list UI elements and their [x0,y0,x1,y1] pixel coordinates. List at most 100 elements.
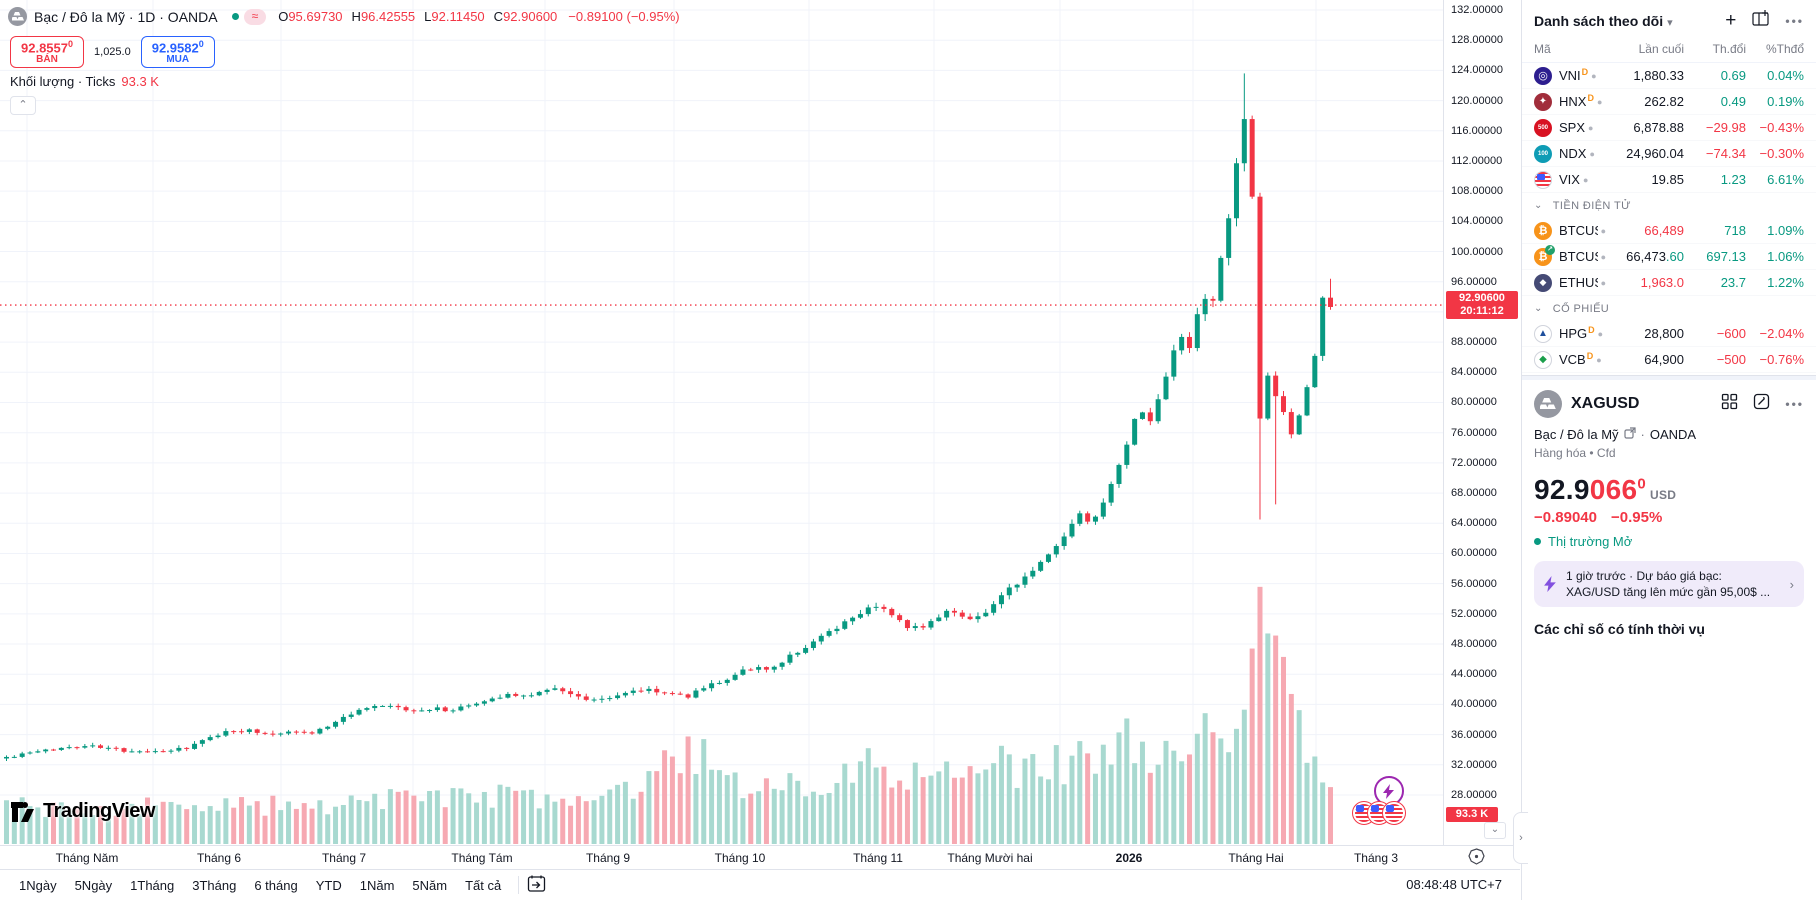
symbol-avatar-icon [1534,390,1562,418]
watchlist-row-ndx[interactable]: 100 NDX ● 24,960.04 −74.34 −0.30% [1522,141,1816,167]
month-label: Tháng 9 [585,851,631,865]
detail-price: 92.90660USD [1534,474,1677,505]
candlestick-plot[interactable] [0,0,1443,845]
watchlist-rows: ◎ VNI D ● 1,880.33 0.69 0.04% ✦ HNX D ● 262.82 0.49 0… [1522,63,1816,373]
watchlist-row-vni[interactable]: ◎ VNI D ● 1,880.33 0.69 0.04% [1522,63,1816,89]
buy-button[interactable]: 92.95820 MUA [140,36,215,69]
price-tick: 128.00000 [1451,34,1503,47]
market-open-dot-icon [231,13,239,20]
price-tick: 56.00000 [1451,577,1497,590]
watchlist-section-tiền-điện-tử[interactable]: ⌄ TIỀN ĐIỆN TỬ [1534,199,1631,212]
range-button-6tháng[interactable]: 6 tháng [254,877,298,893]
range-button-1ngày[interactable]: 1Ngày [19,877,57,893]
price-tick: 32.00000 [1451,758,1497,771]
price-tick: 68.00000 [1451,487,1497,500]
price-tick: 88.00000 [1451,336,1497,349]
range-button-1tháng[interactable]: 1Tháng [130,877,175,893]
price-tick: 36.00000 [1451,728,1497,741]
detail-exchange: OANDA [1649,427,1697,442]
hpg-icon: ▲ [1534,324,1552,343]
range-button-3tháng[interactable]: 3Tháng [192,877,237,893]
clock[interactable]: 08:48:48 UTC+7 [1406,877,1502,892]
vcb-icon: ◆ [1534,350,1552,369]
compose-icon[interactable] [1753,393,1770,415]
detail-type: Hàng hóa • Cfd [1534,446,1616,460]
price-tick: 100.00000 [1451,245,1503,258]
spx-icon: 500 [1534,118,1552,137]
range-button-tấtcả[interactable]: Tất cả [465,877,502,893]
price-tick: 52.00000 [1451,607,1497,620]
month-label: Tháng 6 [196,851,242,865]
btcus-icon: ₿ [1534,221,1552,240]
tradingview-logo[interactable]: TradingView [10,800,155,823]
news-banner[interactable]: 1 giờ trước · Dự báo giá bạc: XAG/USD tă… [1534,561,1804,607]
bottom-toolbar: 1Ngày 5Ngày 1Tháng 3Tháng 6 tháng YTD 1Năm 5Năm… [0,869,1520,900]
range-button-5năm[interactable]: 5Năm [412,877,448,893]
watchlist-more-icon[interactable]: ••• [1785,14,1804,28]
go-to-date-icon[interactable] [527,874,546,896]
range-button-ytd[interactable]: YTD [315,877,342,893]
month-label: Tháng Hai [1228,851,1284,865]
price-tick: 96.00000 [1451,275,1497,288]
price-tick: 80.00000 [1451,396,1497,409]
badge-price: 92.90600 [1459,292,1505,305]
axis-settings-icon[interactable] [1468,848,1485,870]
price-tick: 132.00000 [1451,4,1503,16]
month-label: Tháng 11 [853,851,903,865]
price-tick: 120.00000 [1451,94,1503,107]
external-link-icon[interactable] [1623,427,1636,442]
watchlist-title[interactable]: Danh sách theo dõi ▾ [1534,13,1673,29]
volume-legend[interactable]: Khối lượng · Ticks 93.3 K [10,74,159,89]
price-tick: 104.00000 [1451,215,1503,228]
symbol-legend[interactable]: Bạc / Đô la Mỹ · 1D · OANDA ≈ O95.69730 … [8,7,680,26]
detail-more-icon[interactable]: ••• [1785,397,1804,411]
price-tick: 48.00000 [1451,638,1497,651]
watchlist-layout-icon[interactable] [1752,10,1769,32]
detail-symbol[interactable]: XAGUSD [1571,395,1640,412]
range-button-5ngày[interactable]: 5Ngày [74,877,113,893]
watchlist-section-cổ-phiếu[interactable]: ⌄ CỔ PHIẾU [1534,302,1610,315]
price-tick: 44.00000 [1451,668,1497,681]
sell-button[interactable]: 92.85570 BÁN [10,36,85,69]
watchlist-row-hpg[interactable]: ▲ HPG D ● 28,800 −600 −2.04% [1522,321,1816,347]
range-buttons: 1Ngày 5Ngày 1Tháng 3Tháng 6 tháng YTD 1Năm 5Năm… [10,874,510,897]
sidebar-collapse-handle[interactable]: › [1513,812,1528,864]
time-axis[interactable]: Tháng Năm Tháng 6 Tháng 7 Tháng Tám Tháng 9 T… [0,845,1520,869]
watchlist-row-vcb[interactable]: ◆ VCB D ● 64,900 −500 −0.76% [1522,347,1816,373]
watchlist-columns: Mã Lần cuối Th.đổi %Thđổ [1522,38,1816,63]
approx-pill-icon[interactable]: ≈ [243,8,267,25]
watchlist-row-spx[interactable]: 500 SPX ● 6,878.88 −29.98 −0.43% [1522,115,1816,141]
layout-grid-icon[interactable] [1721,393,1738,415]
ohlc-values: O95.69730 H96.42555 L92.11450 C92.90600 … [278,9,680,24]
price-axis[interactable]: 132.00000 128.00000 124.00000 120.00000 116.… [1443,0,1520,845]
month-label: Tháng 7 [321,851,367,865]
month-label: Tháng Năm [55,851,119,865]
vni-icon: ◎ [1534,66,1552,85]
add-symbol-icon[interactable]: + [1725,10,1737,31]
market-status: Thị trường Mở [1534,534,1804,549]
range-button-1năm[interactable]: 1Năm [359,877,395,893]
price-tick: 108.00000 [1451,185,1503,198]
month-label: Tháng Mười hai [947,851,1033,865]
watchlist-row-ethus[interactable]: ◆ETHUS●1,963.023.71.22% [1522,270,1816,296]
price-tick: 28.00000 [1451,788,1497,801]
chevron-up-icon[interactable]: ⌃ [10,96,36,115]
month-label: 2026 [1115,851,1143,865]
chevron-down-icon[interactable]: ⌄ [1484,822,1506,839]
chart-pane: 132.00000 128.00000 124.00000 120.00000 116.… [0,0,1520,900]
tradingview-glyph-icon [11,801,34,822]
economic-events-icons[interactable] [1352,801,1406,825]
ethus-icon: ◆ [1534,273,1552,292]
buy-sell-row: 92.85570 BÁN 1,025.0 92.95820 MUA [10,36,215,69]
watchlist-row-hnx[interactable]: ✦ HNX D ● 262.82 0.49 0.19% [1522,89,1816,115]
detail-name[interactable]: Bạc / Đô la Mỹ [1534,427,1619,442]
status-dot-icon [1534,538,1541,545]
volume-axis-badge: 93.3 K [1446,807,1498,822]
price-tick: 112.00000 [1451,154,1503,167]
ndx-icon: 100 [1534,144,1552,163]
price-tick: 40.00000 [1451,698,1497,711]
symbol-title[interactable]: Bạc / Đô la Mỹ · 1D · OANDA [34,8,218,25]
watchlist-row-vix[interactable]: VIX ● 19.85 1.23 6.61% [1522,167,1816,193]
